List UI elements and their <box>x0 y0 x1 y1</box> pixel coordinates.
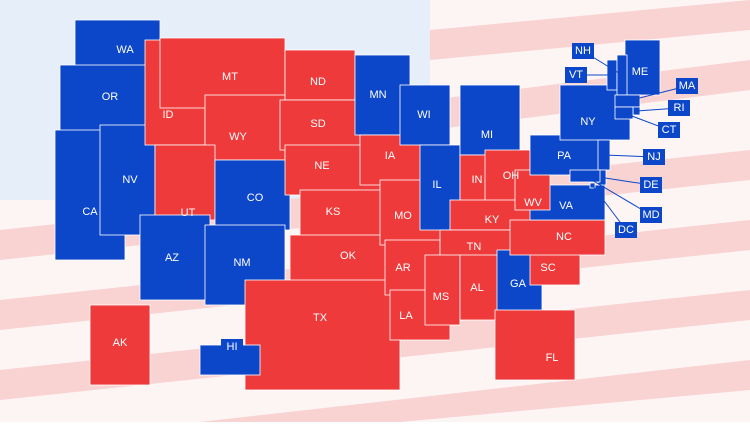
state-label: LA <box>399 310 413 322</box>
state-label: UT <box>181 207 196 219</box>
state-label: AL <box>470 282 483 294</box>
labels: WA OR CA NV ID MT WY UT CO AZ NM ND SD NE KS OK TX MN IA MO… <box>82 43 698 364</box>
label-tag <box>572 43 594 59</box>
state-label: MA <box>679 80 696 92</box>
state-shape <box>494 309 576 381</box>
label-tag <box>221 339 243 355</box>
state-label: MD <box>642 209 659 221</box>
state-label: FL <box>546 352 559 364</box>
state-shape <box>299 189 391 241</box>
state-label: OK <box>340 250 357 262</box>
state-label: IL <box>432 179 441 191</box>
state-shape <box>514 169 551 211</box>
state-shape <box>529 134 601 176</box>
label-tag <box>640 207 662 223</box>
state-shape <box>399 84 451 146</box>
state-shape <box>284 49 356 101</box>
state-label: DE <box>643 179 658 191</box>
state-shape <box>89 304 151 386</box>
state-label: AZ <box>165 252 179 264</box>
state-label: WA <box>116 44 134 56</box>
state-label: WY <box>229 131 247 143</box>
states <box>54 19 661 391</box>
state-label: NM <box>233 257 250 269</box>
state-shape <box>424 254 461 326</box>
label-tag <box>676 78 698 94</box>
state-label: VT <box>569 69 583 81</box>
state-shape <box>139 214 211 301</box>
state-label: ND <box>310 76 326 88</box>
state-label: AK <box>113 337 128 349</box>
state-shape <box>459 254 499 321</box>
state-label: CO <box>247 192 264 204</box>
state-label: AR <box>395 262 410 274</box>
state-shape <box>244 279 401 391</box>
state-label: NJ <box>647 151 660 163</box>
state-label: TN <box>467 241 482 253</box>
state-label: NH <box>575 45 591 57</box>
state-label: ID <box>163 109 174 121</box>
state-label: RI <box>674 102 685 114</box>
state-label: GA <box>510 278 527 290</box>
state-label: IA <box>385 150 396 162</box>
state-label: NC <box>556 231 572 243</box>
state-label: PA <box>557 150 572 162</box>
label-tag <box>565 67 587 83</box>
state-label: OR <box>102 91 119 103</box>
state-label: MT <box>222 71 238 83</box>
state-label: DC <box>618 224 634 236</box>
label-tag <box>640 177 662 193</box>
state-label: VA <box>559 200 574 212</box>
label-tag <box>615 222 637 238</box>
state-label: NV <box>122 174 138 186</box>
state-label: MS <box>433 291 450 303</box>
state-label: TX <box>313 312 328 324</box>
state-label: OH <box>503 170 520 182</box>
state-label: NE <box>314 160 329 172</box>
state-label: HI <box>227 341 238 353</box>
state-label: WI <box>417 109 430 121</box>
state-label: ME <box>632 66 649 78</box>
label-tag <box>643 149 665 165</box>
state-shape <box>459 84 521 156</box>
state-label: CA <box>82 206 98 218</box>
state-label: NY <box>580 116 596 128</box>
state-label: MN <box>369 89 386 101</box>
state-label: IN <box>472 174 483 186</box>
state-label: SD <box>310 118 325 130</box>
state-shape <box>214 159 291 231</box>
state-shape <box>204 94 286 161</box>
state-label: WV <box>524 197 542 209</box>
state-label: MO <box>394 210 412 222</box>
state-label: SC <box>540 262 555 274</box>
state-label: KS <box>326 206 341 218</box>
label-tag <box>668 100 690 116</box>
state-label: KY <box>485 214 500 226</box>
label-tag <box>658 122 680 138</box>
state-label: CT <box>662 124 677 136</box>
state-label: MI <box>481 129 493 141</box>
